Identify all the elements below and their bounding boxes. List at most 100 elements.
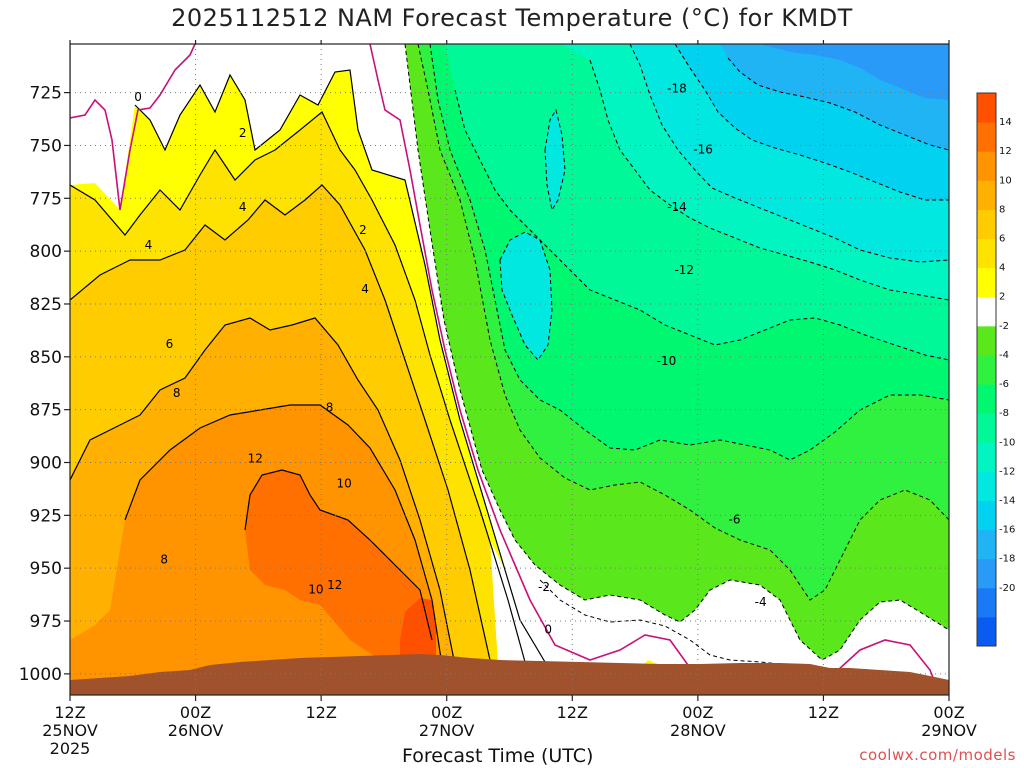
y-tick-label: 850 bbox=[30, 348, 62, 368]
colorbar-tick-label: 4 bbox=[999, 263, 1005, 274]
contour-label: 4 bbox=[361, 282, 369, 296]
x-tick-label: 12Z bbox=[808, 703, 839, 722]
colorbar-tick-label: -8 bbox=[999, 408, 1009, 419]
colorbar-swatch bbox=[977, 558, 996, 589]
colorbar-swatch bbox=[977, 151, 996, 181]
y-tick-label: 775 bbox=[30, 189, 62, 209]
x-tick-date: 29NOV bbox=[921, 721, 977, 740]
y-tick-label: 800 bbox=[30, 242, 62, 262]
x-axis-label: Forecast Time (UTC) bbox=[402, 745, 594, 767]
y-tick-label: 950 bbox=[30, 559, 62, 579]
colorbar-tick-label: -6 bbox=[999, 379, 1009, 390]
colorbar-tick-label: -20 bbox=[999, 583, 1015, 594]
cold-contours bbox=[404, 44, 949, 669]
y-tick-label: 875 bbox=[30, 401, 62, 421]
credit-text: coolwx.com/models bbox=[859, 746, 1016, 764]
y-tick-label: 975 bbox=[30, 612, 62, 632]
colorbar-swatch bbox=[977, 413, 996, 443]
x-tick-date: 28NOV bbox=[670, 721, 726, 740]
x-tick-label: 00Z bbox=[933, 703, 964, 722]
colorbar-swatch bbox=[977, 238, 996, 269]
colorbar-swatch bbox=[977, 529, 996, 560]
contour-label: 10 bbox=[308, 582, 323, 596]
x-tick-label: 12Z bbox=[305, 703, 336, 722]
contour-label: -10 bbox=[657, 354, 677, 368]
contour-label: 4 bbox=[239, 200, 247, 214]
y-axis: 725 750 775 800 825 850 875 900 925 950 975 1000 bbox=[19, 84, 70, 685]
y-tick-label: 750 bbox=[30, 136, 62, 156]
cold-pocket-b bbox=[545, 110, 565, 210]
colorbar-tick-label: -16 bbox=[999, 525, 1015, 536]
colorbar-swatch bbox=[977, 354, 996, 385]
y-tick-label: 825 bbox=[30, 295, 62, 315]
contour-label: 2 bbox=[359, 223, 367, 237]
colorbar-tick-label: 6 bbox=[999, 234, 1005, 245]
colorbar-swatch bbox=[977, 209, 996, 240]
contour-label: 0 bbox=[134, 90, 142, 104]
colorbar-swatch bbox=[977, 384, 996, 414]
band-12-14 bbox=[245, 470, 432, 665]
colorbar-swatch bbox=[977, 616, 996, 647]
x-tick-year: 2025 bbox=[50, 739, 91, 758]
freezing-line bbox=[70, 44, 941, 695]
colorbar-swatch bbox=[977, 471, 996, 501]
colorbar-swatch bbox=[977, 587, 996, 618]
colorbar-tick-label: -10 bbox=[999, 437, 1015, 448]
contour-label: 12 bbox=[248, 451, 263, 465]
colorbar-tick-label: 14 bbox=[999, 117, 1012, 128]
colorbar: 14 12 10 8 6 4 2 -2 -4 -6 -8 -10 -12 -14 -16 -18 -20 bbox=[976, 92, 1015, 647]
contour-label: -12 bbox=[674, 263, 694, 277]
colorbar-tick-label: 12 bbox=[999, 146, 1012, 157]
plot-frame bbox=[69, 43, 950, 696]
colorbar-swatch bbox=[977, 267, 996, 298]
colorbar-tick-label: 10 bbox=[999, 175, 1012, 186]
x-tick-date: 25NOV bbox=[42, 721, 98, 740]
cold-pocket-a bbox=[500, 232, 552, 360]
colorbar-swatch bbox=[977, 93, 996, 123]
contour-label: -6 bbox=[728, 513, 740, 527]
band-minus18-minus20 bbox=[760, 44, 949, 100]
colorbar-tick-label: -18 bbox=[999, 554, 1015, 565]
contour-label: -14 bbox=[667, 200, 687, 214]
colorbar-swatch bbox=[977, 122, 996, 152]
y-tick-label: 900 bbox=[30, 454, 62, 474]
colorbar-swatch bbox=[977, 180, 996, 210]
contour-fill-layer bbox=[70, 44, 949, 695]
y-tick-label: 725 bbox=[30, 84, 62, 104]
colorbar-tick-label: 8 bbox=[999, 204, 1005, 215]
colorbar-tick-label: -12 bbox=[999, 466, 1015, 477]
colorbar-tick-label: -4 bbox=[999, 350, 1009, 361]
colorbar-tick-label: -2 bbox=[999, 321, 1009, 332]
contour-label: -4 bbox=[755, 595, 767, 609]
contour-label: 4 bbox=[145, 238, 153, 252]
x-tick-label: 00Z bbox=[180, 703, 211, 722]
contour-labels: 0 2 4 4 6 8 8 12 10 8 10 12 2 4 -18 -16 -14 -12 -10 -6 -4 -2 0 bbox=[134, 81, 766, 636]
contour-label: 8 bbox=[326, 401, 334, 415]
contour-label: 2 bbox=[239, 126, 247, 140]
x-tick-date: 26NOV bbox=[168, 721, 224, 740]
contour-label: -16 bbox=[693, 143, 713, 157]
colorbar-tick-label: -14 bbox=[999, 495, 1015, 506]
contour-label: 8 bbox=[160, 553, 168, 567]
colorbar-tick-label: 2 bbox=[999, 292, 1005, 303]
warm-contours bbox=[70, 44, 546, 666]
x-tick-label: 00Z bbox=[682, 703, 713, 722]
contour-label: 6 bbox=[166, 337, 174, 351]
x-tick-label: 12Z bbox=[557, 703, 588, 722]
colorbar-swatch bbox=[977, 500, 996, 531]
contour-label: -18 bbox=[667, 81, 687, 95]
x-tick-label: 00Z bbox=[431, 703, 462, 722]
contour-label: -2 bbox=[538, 580, 550, 594]
colorbar-frame bbox=[976, 92, 997, 647]
colorbar-swatch bbox=[977, 296, 996, 327]
x-tick-label: 12Z bbox=[54, 703, 85, 722]
contour-label: 8 bbox=[173, 386, 181, 400]
chart-title: 2025112512 NAM Forecast Temperature (°C)… bbox=[171, 4, 853, 32]
colorbar-swatch bbox=[977, 325, 996, 356]
y-tick-label: 1000 bbox=[19, 665, 62, 685]
near-freezing-pocket bbox=[490, 540, 700, 695]
terrain bbox=[70, 654, 949, 695]
colorbar-swatch bbox=[977, 442, 996, 472]
